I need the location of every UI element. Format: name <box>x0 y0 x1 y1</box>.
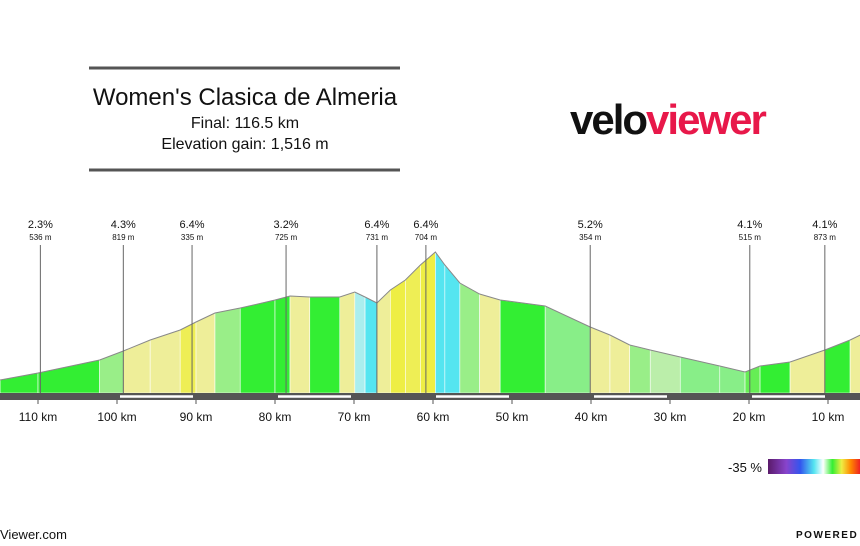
climb-gradient: 6.4% <box>413 219 438 231</box>
profile-segment <box>214 307 241 394</box>
climb-gradient: 4.1% <box>737 219 762 231</box>
profile-segment <box>824 339 851 394</box>
profile-segment <box>149 329 181 394</box>
profile-segment <box>744 365 761 394</box>
profile-segment <box>759 361 791 394</box>
profile-segment <box>195 312 216 394</box>
profile-segment <box>459 282 480 394</box>
profile-segment <box>479 293 501 394</box>
climb-length: 515 m <box>739 233 762 242</box>
climb-length: 819 m <box>112 233 135 242</box>
profile-segment <box>376 289 391 394</box>
x-tick-label: 100 km <box>97 410 136 424</box>
profile-segment <box>499 299 546 394</box>
climb-length: 354 m <box>579 233 602 242</box>
climb-gradient: 5.2% <box>578 219 603 231</box>
profile-segment <box>390 279 406 394</box>
climb-gradient: 2.3% <box>28 219 53 231</box>
profile-segment <box>99 350 124 394</box>
x-tick-label: 10 km <box>812 410 845 424</box>
profile-segment <box>435 251 446 394</box>
profile: 2.3% 536 m 4.3% 819 m 6.4% 335 m 3.2% 725 m 6.4%… <box>0 219 860 394</box>
legend-gradient <box>768 459 860 474</box>
profile-outline <box>0 251 860 381</box>
title: Women's Clasica de Almeria <box>93 84 398 111</box>
x-tick-label: 60 km <box>417 410 450 424</box>
climb-gradient: 4.1% <box>812 219 837 231</box>
climb-length: 725 m <box>275 233 298 242</box>
profile-segment <box>719 365 746 394</box>
x-tick-label: 50 km <box>496 410 529 424</box>
climb-length: 704 m <box>415 233 438 242</box>
x-tick-label: 20 km <box>733 410 766 424</box>
x-tick-label: 70 km <box>338 410 371 424</box>
climb-gradient: 6.4% <box>180 219 205 231</box>
x-tick-label: 40 km <box>575 410 608 424</box>
profile-segment <box>354 291 366 394</box>
final-distance: Final: 116.5 km <box>191 115 299 132</box>
footer-left: Viewer.com <box>0 527 67 542</box>
axis-bar <box>0 393 860 400</box>
profile-segment <box>274 295 291 394</box>
profile-segment <box>289 295 311 394</box>
profile-segment <box>849 334 860 394</box>
elevation-gain: Elevation gain: 1,516 m <box>161 136 328 153</box>
profile-segment <box>679 356 721 394</box>
profile-segment <box>339 291 356 394</box>
profile-segment <box>179 321 197 394</box>
profile-segment <box>37 359 100 394</box>
profile-segment <box>444 264 461 394</box>
legend-label: -35 % <box>728 460 762 475</box>
climb-gradient: 3.2% <box>274 219 299 231</box>
profile-segment <box>309 296 341 394</box>
x-tick-label: 110 km <box>19 410 57 424</box>
x-tick-label: 90 km <box>180 410 213 424</box>
logo-part: viewer <box>646 96 766 143</box>
climb-length: 536 m <box>29 233 52 242</box>
logo: veloviewer <box>570 96 766 143</box>
climb-length: 731 m <box>366 233 389 242</box>
profile-segment <box>405 264 421 394</box>
profile-segment <box>364 296 378 394</box>
climb-length: 873 m <box>814 233 837 242</box>
climb-length: 335 m <box>181 233 204 242</box>
footer-right: POWERED BY <box>796 530 860 541</box>
climb-gradient: 6.4% <box>364 219 389 231</box>
climb-gradient: 4.3% <box>111 219 136 231</box>
profile-segment <box>123 339 151 394</box>
axis: 110 km 100 km 90 km 80 km 70 km 60 km 50 km 40 … <box>19 395 845 424</box>
profile-segment <box>589 326 611 394</box>
profile-segment <box>239 299 276 394</box>
logo-part: velo <box>570 96 647 143</box>
x-tick-label: 80 km <box>259 410 292 424</box>
profile-segment <box>420 251 436 394</box>
profile-segment <box>629 344 651 394</box>
x-tick-label: 30 km <box>654 410 687 424</box>
profile-segment <box>544 305 591 394</box>
